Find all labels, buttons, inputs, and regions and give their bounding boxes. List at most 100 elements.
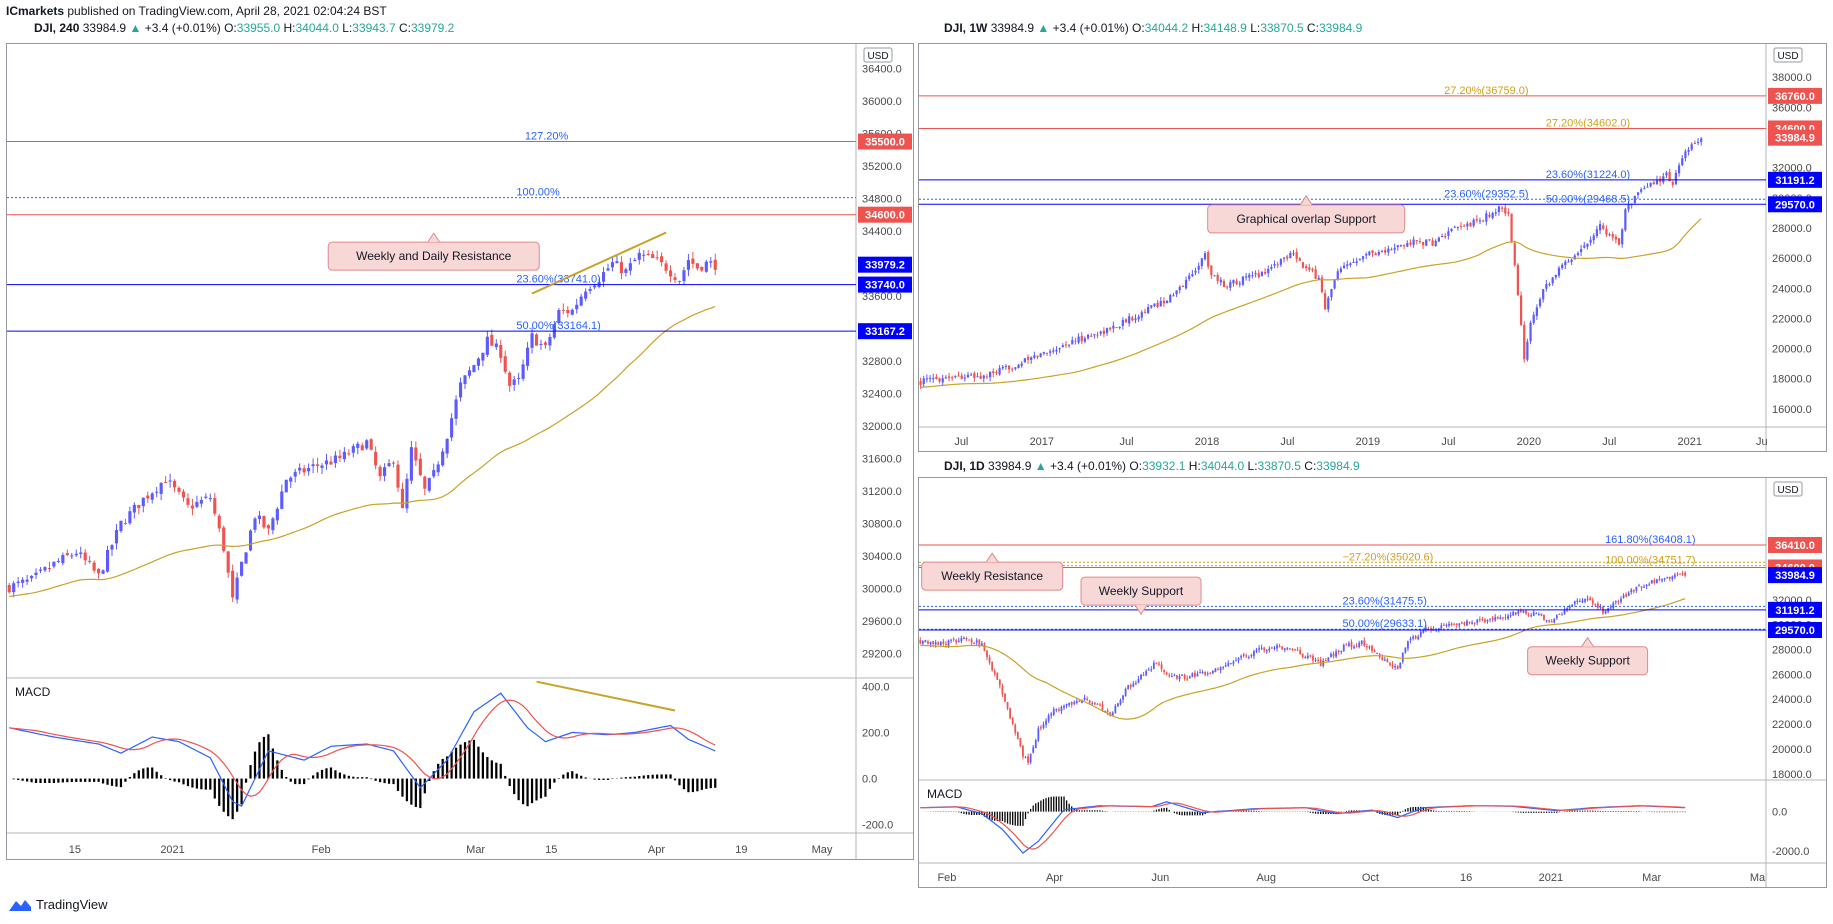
candle-body [1485, 213, 1488, 222]
candle-body [47, 568, 52, 570]
candle-body [1681, 158, 1684, 166]
candle-body [289, 477, 293, 482]
candle-body [1421, 242, 1425, 246]
weekly-symbol[interactable]: DJI, 1W [944, 21, 988, 35]
candle-body [391, 462, 396, 464]
weekly-chart-panel[interactable]: 16000.0 18000.0 20000.0 22000.0 24000.0 26000… [918, 43, 1827, 452]
candle-body [1652, 182, 1655, 185]
candle-body [1643, 586, 1645, 588]
candle-body [1109, 712, 1112, 717]
price-badge-label: 34600.0 [865, 210, 905, 222]
candle-body [1134, 683, 1137, 685]
candle-body [979, 375, 982, 379]
candle-body [1281, 646, 1284, 650]
currency-label: USD [1777, 51, 1798, 62]
candle-body [1376, 653, 1379, 655]
candle-body [1576, 253, 1580, 256]
candle-body [1298, 258, 1301, 261]
left-close: 33979.2 [410, 21, 455, 35]
candle-body [1604, 610, 1607, 614]
candle-body [1093, 334, 1096, 336]
x-tick-label: Mar [1642, 872, 1661, 884]
candle-body [490, 334, 494, 346]
candle-body [1558, 614, 1561, 616]
candle-body [677, 281, 682, 283]
candle-body [985, 376, 989, 378]
callout-pointer [1299, 195, 1313, 206]
candle-body [1093, 702, 1096, 705]
candle-body [1265, 650, 1268, 652]
candle-body [1045, 720, 1047, 725]
candle-body [1608, 234, 1611, 236]
candle-body [503, 356, 507, 372]
candle-body [92, 562, 96, 571]
candle-body [1583, 245, 1586, 248]
candle-body [378, 467, 382, 477]
candle-body [271, 518, 275, 531]
candle-body [939, 642, 942, 646]
candle-body [660, 256, 664, 263]
candle-body [38, 569, 43, 571]
candle-body [942, 641, 945, 644]
candle-body [1186, 678, 1189, 680]
left-change: +3.4 (+0.01%) [144, 21, 221, 35]
candle-body [1663, 578, 1666, 580]
candle-body [1077, 336, 1080, 343]
candle-body [396, 464, 400, 488]
y-tick-label: 36400.0 [862, 63, 902, 75]
last-price-badge [1768, 567, 1822, 584]
candle-body [1537, 613, 1540, 615]
candle-body [298, 467, 302, 471]
candle-body [1001, 366, 1004, 369]
candle-body [1684, 572, 1687, 576]
candle-body [1036, 355, 1039, 358]
x-tick-label: Jul [954, 436, 968, 448]
candle-body [1401, 652, 1404, 662]
candle-body [610, 262, 615, 268]
candle-body [1636, 192, 1640, 196]
left-symbol[interactable]: DJI, 240 [34, 21, 80, 35]
candle-body [1425, 239, 1428, 246]
daily-chart-panel[interactable]: 18000.0 20000.0 22000.0 24000.0 26000.0 28000… [918, 477, 1827, 888]
candle-body [606, 268, 610, 271]
price-badge-label: 29570.0 [1775, 625, 1815, 637]
candle-body [1431, 240, 1434, 246]
candle-body [1039, 353, 1042, 357]
candle-body [937, 642, 940, 645]
candle-body [1671, 576, 1674, 580]
candle-body [1222, 280, 1226, 288]
candle-body [56, 561, 60, 563]
candle-body [1463, 225, 1466, 227]
macd-line [9, 692, 716, 808]
candle-body [1210, 265, 1213, 276]
candle-body [1137, 679, 1140, 683]
candle-body [1622, 595, 1625, 598]
candle-body [463, 375, 467, 385]
candle-body [1322, 660, 1325, 666]
candle-body [1194, 270, 1197, 273]
candle-body [436, 464, 440, 473]
candle-body [575, 304, 579, 310]
price-badge-label: 29570.0 [1775, 199, 1815, 211]
x-tick-label: Jul [1602, 436, 1616, 448]
candle-body [1219, 667, 1222, 671]
candle-body [1278, 646, 1281, 648]
candle-body [423, 476, 427, 489]
y-tick-label: 26000.0 [1772, 253, 1812, 265]
candle-body [1152, 662, 1155, 669]
candle-body [1384, 250, 1387, 253]
daily-symbol[interactable]: DJI, 1D [944, 459, 985, 473]
candle-body [1311, 268, 1314, 271]
candle-body [1355, 261, 1358, 263]
candle-body [70, 555, 74, 557]
candle-body [996, 672, 999, 680]
candle-body [952, 638, 955, 640]
candle-body [356, 443, 360, 448]
tradingview-footer[interactable]: TradingView [8, 896, 108, 912]
candle-body [1271, 647, 1273, 649]
left-chart-panel[interactable]: 29200.0 29600.0 30000.0 30400.0 30800.0 31200… [6, 43, 914, 860]
publisher-name[interactable]: ICmarkets [6, 4, 65, 18]
candle-body [244, 552, 248, 564]
candle-body [1042, 352, 1045, 354]
candle-body [976, 376, 979, 378]
